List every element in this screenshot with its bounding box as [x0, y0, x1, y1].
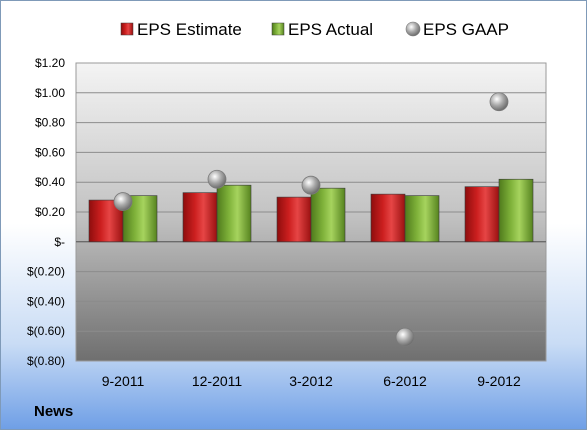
- eps-actual-bar: [216, 184, 252, 243]
- legend-eps-estimate: EPS Estimate: [120, 20, 242, 39]
- legend-swatch: [271, 22, 285, 36]
- eps-estimate-bar: [182, 192, 218, 243]
- y-tick-label: $0.20: [35, 205, 65, 219]
- y-tick-label: $(0.40): [27, 294, 65, 308]
- legend-eps-actual: EPS Actual: [271, 20, 373, 39]
- legend-eps-gaap: EPS GAAP: [405, 20, 509, 39]
- eps-estimate-bar: [370, 193, 406, 243]
- y-tick-label: $(0.80): [27, 354, 65, 368]
- eps-actual-bar: [310, 187, 346, 243]
- eps-actual-bar: [404, 195, 440, 243]
- eps-estimate-bar: [276, 196, 312, 243]
- x-tick-label: 12-2011: [192, 373, 243, 389]
- eps-gaap-point: [395, 327, 415, 347]
- x-tick-label: 9-2012: [477, 373, 521, 389]
- footer-label: News: [34, 403, 74, 420]
- legend-label: EPS Actual: [288, 20, 373, 39]
- y-tick-label: $1.20: [35, 56, 65, 70]
- y-tick-label: $0.60: [35, 145, 65, 159]
- eps-gaap-point: [113, 192, 133, 211]
- y-tick-label: $(0.20): [27, 265, 65, 279]
- y-tick-label: $-: [54, 235, 65, 249]
- y-tick-label: $(0.60): [27, 324, 65, 338]
- eps-actual-bar: [498, 178, 534, 243]
- x-tick-label: 9-2011: [102, 373, 145, 389]
- eps-gaap-point: [207, 169, 227, 189]
- eps-estimate-bar: [464, 186, 500, 243]
- y-tick-label: $1.00: [35, 86, 65, 100]
- x-tick-label: 6-2012: [383, 373, 427, 389]
- eps-gaap-point: [489, 92, 509, 112]
- y-tick-label: $0.80: [35, 116, 65, 130]
- legend-swatch: [120, 22, 134, 36]
- legend-label: EPS Estimate: [137, 20, 242, 39]
- x-tick-label: 3-2012: [289, 373, 333, 389]
- y-tick-label: $0.40: [35, 175, 65, 189]
- legend-label: EPS GAAP: [423, 20, 509, 39]
- eps-gaap-point: [301, 175, 321, 195]
- legend-swatch: [405, 21, 421, 37]
